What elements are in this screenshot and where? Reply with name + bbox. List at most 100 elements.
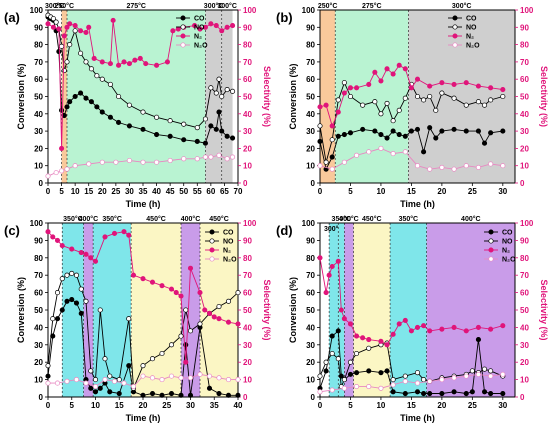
data-point-N₂ <box>366 81 372 87</box>
data-point-N₂O <box>451 375 457 381</box>
data-point-N₂ <box>64 24 70 30</box>
data-point-N₂O <box>187 375 194 381</box>
legend-label: N₂O <box>466 43 480 50</box>
data-point-CO <box>78 310 84 317</box>
panel-label: (a) <box>4 10 20 25</box>
data-point-NO <box>224 87 230 93</box>
data-point-NO <box>92 377 99 383</box>
y-tick-label: 20 <box>306 144 315 153</box>
data-point-NO <box>230 88 236 94</box>
temperature-label: 275°C <box>362 2 382 10</box>
data-point-CO <box>329 154 335 160</box>
data-point-N₂ <box>475 324 481 330</box>
data-point-N₂ <box>69 246 75 252</box>
legend-marker <box>452 15 458 21</box>
data-point-CO <box>213 126 219 132</box>
data-point-N₂O <box>225 377 232 383</box>
data-point-N₂ <box>72 23 78 29</box>
data-point-CO <box>439 390 445 397</box>
y2-tick-label: 20 <box>243 144 252 153</box>
y-tick-label: 40 <box>306 110 315 119</box>
data-point-NO <box>481 366 488 372</box>
y-tick-label: 50 <box>306 93 315 102</box>
y-tick-label: 90 <box>306 236 315 245</box>
data-point-NO <box>187 328 194 334</box>
data-point-N₂ <box>216 316 222 322</box>
legend-marker <box>209 238 215 244</box>
data-point-N₂O <box>317 389 323 395</box>
y-tick-label: 20 <box>34 358 43 367</box>
data-point-CO <box>225 392 232 398</box>
temperature-label: 300°C <box>217 2 237 10</box>
y2-tick-label: 100 <box>520 6 534 15</box>
data-point-N₂O <box>53 170 59 176</box>
data-point-CO <box>230 135 236 141</box>
data-point-N₂ <box>132 57 138 63</box>
data-point-N₂O <box>378 385 384 391</box>
data-point-CO <box>414 389 421 395</box>
y2-tick-label: 60 <box>520 75 529 84</box>
data-point-NO <box>384 100 390 106</box>
y2-tick-label: 0 <box>520 179 525 188</box>
x-tick-label: 25 <box>468 401 477 410</box>
data-point-N₂ <box>347 85 354 91</box>
data-point-CO <box>149 390 156 397</box>
data-point-CO <box>224 133 230 139</box>
data-point-N₂ <box>317 104 323 110</box>
legend: CO NO N₂ N₂O <box>448 15 480 50</box>
legend-label: N₂O <box>502 257 516 264</box>
data-point-NO <box>390 377 396 383</box>
data-point-NO <box>149 356 156 362</box>
y-axis-label: Conversion (%) <box>16 63 26 129</box>
data-point-N₂ <box>107 61 113 67</box>
data-point-N₂O <box>149 375 156 381</box>
y-tick-label: 0 <box>311 393 316 402</box>
y2-tick-label: 30 <box>520 341 529 350</box>
data-point-N₂O <box>181 156 187 162</box>
legend-label: CO <box>223 230 234 237</box>
data-point-N₂O <box>86 161 92 167</box>
data-point-N₂ <box>354 333 360 339</box>
data-point-N₂O <box>130 384 137 390</box>
data-point-CO <box>475 128 481 134</box>
x-tick-label: 25 <box>162 401 171 410</box>
data-point-CO <box>107 114 113 120</box>
x-tick-label: 40 <box>152 187 161 196</box>
data-point-N₂ <box>88 255 94 261</box>
temperature-label: 300°C <box>45 2 65 10</box>
data-point-NO <box>140 363 146 369</box>
data-point-N₂ <box>347 321 354 327</box>
y2-tick-label: 20 <box>520 358 529 367</box>
data-point-N₂ <box>439 80 445 86</box>
y2-tick-label: 70 <box>243 58 252 67</box>
y-tick-label: 50 <box>306 306 315 315</box>
temperature-region <box>205 10 222 183</box>
data-point-N₂ <box>219 28 225 34</box>
temperature-region <box>426 223 515 397</box>
legend: CO NO N₂ N₂O <box>176 15 208 50</box>
data-point-N₂ <box>421 323 427 329</box>
data-point-N₂ <box>202 307 208 313</box>
data-point-N₂ <box>475 83 481 89</box>
data-point-NO <box>64 59 70 65</box>
data-point-N₂O <box>159 377 165 383</box>
data-point-NO <box>61 68 67 74</box>
temperature-label: 400°C <box>339 215 359 223</box>
y2-tick-label: 90 <box>243 23 252 32</box>
x-tick-label: 70 <box>234 187 243 196</box>
data-point-N₂ <box>427 83 433 89</box>
data-point-CO <box>372 128 378 134</box>
data-point-N₂ <box>414 76 421 82</box>
data-point-CO <box>67 99 73 105</box>
temperature-region <box>181 223 200 397</box>
data-point-NO <box>99 76 105 82</box>
y2-tick-label: 90 <box>520 236 529 245</box>
y2-tick-label: 70 <box>520 271 529 280</box>
data-point-N₂O <box>54 380 61 386</box>
data-point-N₂ <box>402 66 408 72</box>
data-point-N₂O <box>378 145 384 151</box>
data-point-N₂ <box>91 55 97 61</box>
data-point-NO <box>396 107 402 113</box>
data-point-NO <box>475 99 481 105</box>
